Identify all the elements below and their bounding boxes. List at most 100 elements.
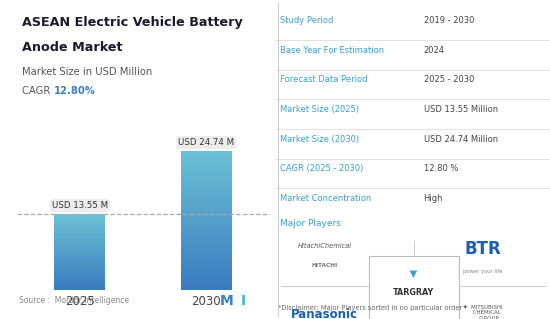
Text: High: High (424, 194, 443, 203)
Bar (181, 241, 232, 244)
Bar (54, 217, 105, 218)
Text: M: M (220, 294, 234, 308)
Text: BTR: BTR (464, 240, 501, 258)
Bar (54, 228, 105, 229)
Bar (181, 256, 232, 258)
Bar (54, 271, 105, 272)
Bar (54, 249, 105, 251)
Bar (181, 188, 232, 190)
Text: 12.80 %: 12.80 % (424, 164, 458, 173)
Bar (181, 174, 232, 176)
Bar (54, 234, 105, 235)
Bar (181, 232, 232, 234)
Bar (181, 286, 232, 288)
Bar (181, 176, 232, 179)
Bar (54, 272, 105, 274)
Bar (54, 258, 105, 260)
Text: Market Size in USD Million: Market Size in USD Million (22, 67, 152, 77)
Bar (54, 257, 105, 258)
Bar (54, 267, 105, 269)
Bar (54, 237, 105, 238)
Bar (54, 251, 105, 252)
Text: 12.80%: 12.80% (54, 86, 96, 96)
Bar (181, 162, 232, 165)
Bar (54, 241, 105, 242)
Text: ✦  MITSUBISHI
     CHEMICAL
       GROUP: ✦ MITSUBISHI CHEMICAL GROUP (463, 305, 503, 319)
Text: 2019 - 2030: 2019 - 2030 (424, 16, 474, 25)
Bar (54, 262, 105, 263)
Bar (54, 224, 105, 226)
Bar (181, 283, 232, 286)
Bar (181, 276, 232, 279)
Bar (181, 263, 232, 265)
Bar (54, 276, 105, 278)
Text: Market Size (2030): Market Size (2030) (280, 135, 360, 144)
Bar (54, 275, 105, 276)
Bar (181, 202, 232, 204)
Bar (181, 200, 232, 202)
Bar (54, 226, 105, 227)
Bar (54, 220, 105, 222)
Bar (54, 270, 105, 271)
Text: HitachiChemical: HitachiChemical (298, 243, 351, 249)
Text: Study Period: Study Period (280, 16, 334, 25)
Bar (181, 214, 232, 216)
Bar (54, 229, 105, 230)
Bar (54, 246, 105, 247)
Text: Forecast Data Period: Forecast Data Period (280, 75, 368, 84)
Bar (181, 220, 232, 223)
Bar (54, 266, 105, 267)
Bar (181, 172, 232, 174)
Bar (181, 193, 232, 195)
Bar (181, 269, 232, 272)
Bar (181, 209, 232, 211)
Bar (181, 239, 232, 241)
Bar (54, 227, 105, 228)
Text: Anode Market: Anode Market (22, 41, 123, 55)
Bar (181, 204, 232, 207)
Bar (181, 190, 232, 193)
Bar (181, 267, 232, 269)
Bar (181, 272, 232, 274)
Bar (54, 214, 105, 215)
Bar (181, 234, 232, 237)
Bar (54, 260, 105, 261)
Text: USD 24.74 Million: USD 24.74 Million (424, 135, 498, 144)
Bar (181, 274, 232, 276)
Bar (181, 165, 232, 167)
Bar (181, 181, 232, 183)
Bar (54, 274, 105, 275)
Bar (181, 249, 232, 251)
Bar (181, 179, 232, 181)
Bar (54, 233, 105, 234)
Bar (181, 218, 232, 220)
Bar (54, 252, 105, 253)
Bar (181, 216, 232, 218)
Bar (54, 279, 105, 280)
Bar (54, 248, 105, 249)
Bar (54, 289, 105, 290)
Bar (54, 281, 105, 283)
Bar (54, 284, 105, 285)
Text: CAGR (2025 - 2030): CAGR (2025 - 2030) (280, 164, 364, 173)
Bar (181, 195, 232, 197)
Text: USD 13.55 M: USD 13.55 M (52, 201, 108, 210)
Bar (54, 247, 105, 248)
Bar (54, 269, 105, 270)
Bar (181, 207, 232, 209)
Bar (54, 232, 105, 233)
Text: I: I (241, 294, 246, 308)
Text: USD 13.55 Million: USD 13.55 Million (424, 105, 498, 114)
Bar (181, 158, 232, 160)
Bar (54, 261, 105, 262)
Bar (181, 211, 232, 214)
Bar (181, 230, 232, 232)
Bar (181, 197, 232, 200)
Bar (181, 225, 232, 227)
Bar (54, 256, 105, 257)
Text: ASEAN Electric Vehicle Battery: ASEAN Electric Vehicle Battery (22, 16, 243, 29)
Bar (54, 253, 105, 255)
Bar (181, 160, 232, 162)
Text: power your life: power your life (463, 269, 502, 274)
Bar (54, 255, 105, 256)
